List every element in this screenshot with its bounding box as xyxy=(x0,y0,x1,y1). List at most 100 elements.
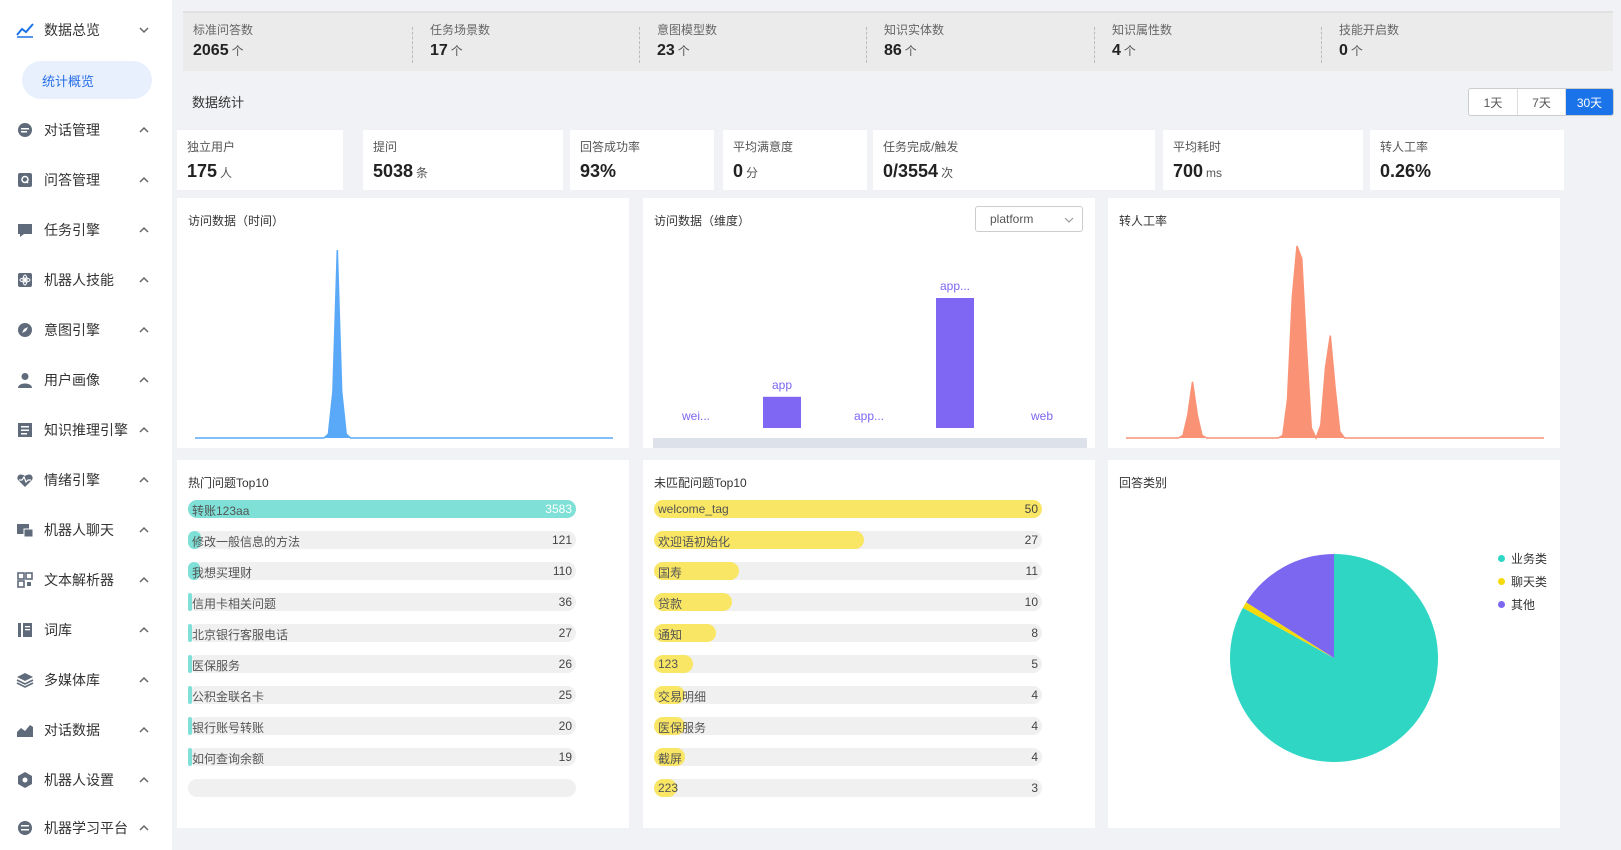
unmatched-row[interactable]: 223 3 xyxy=(654,779,1042,797)
hot-row[interactable] xyxy=(188,779,576,797)
unmatched-row[interactable]: 截屏 4 xyxy=(654,748,1042,766)
sidebar-item-10[interactable]: 文本解析器 xyxy=(0,555,172,605)
bar-fill xyxy=(654,779,678,797)
visits-time-chart xyxy=(195,249,613,439)
chevron-up-icon[interactable] xyxy=(138,724,150,736)
chart-line-icon xyxy=(16,21,34,39)
unmatched-row[interactable]: 123 5 xyxy=(654,655,1042,673)
bar-count: 25 xyxy=(558,688,572,702)
range-tab-0[interactable]: 1天 xyxy=(1483,95,1503,110)
chevron-up-icon[interactable] xyxy=(138,424,150,436)
chat-bubble-icon xyxy=(16,121,34,139)
legend-item[interactable]: 业务类 xyxy=(1498,550,1547,567)
sidebar-item-12[interactable]: 多媒体库 xyxy=(0,655,172,705)
bar-count: 5 xyxy=(1031,657,1038,671)
dim-slider-track[interactable] xyxy=(653,438,1087,448)
sidebar-item-5[interactable]: 意图引擎 xyxy=(0,305,172,355)
hot-row[interactable]: 信用卡相关问题 36 xyxy=(188,593,576,611)
chevron-down-icon[interactable] xyxy=(138,24,150,36)
chevron-up-icon[interactable] xyxy=(138,174,150,186)
sidebar-item-4[interactable]: 机器人技能 xyxy=(0,255,172,305)
hot-row[interactable]: 转账123aa 3583 xyxy=(188,500,576,518)
sidebar-item-6[interactable]: 用户画像 xyxy=(0,355,172,405)
stat-value: 5038 xyxy=(373,161,414,181)
kpi-divider xyxy=(1321,27,1322,63)
bar-label: 国寿 xyxy=(658,566,683,580)
sidebar-item-3[interactable]: 任务引擎 xyxy=(0,205,172,255)
stat-unit: ms xyxy=(1206,166,1223,180)
kpi-value: 4 xyxy=(1112,42,1121,59)
chevron-up-icon[interactable] xyxy=(138,274,150,286)
bar-track xyxy=(188,593,576,611)
chevron-up-icon[interactable] xyxy=(138,474,150,486)
pie-legend: 业务类 聊天类 其他 xyxy=(1498,550,1547,619)
kpi-label: 意图模型数 xyxy=(657,23,718,37)
unmatched-row[interactable]: 医保服务 4 xyxy=(654,717,1042,735)
layers-icon xyxy=(16,671,34,689)
hot-row[interactable]: 医保服务 26 xyxy=(188,655,576,673)
unmatched-row[interactable]: 欢迎语初始化 27 xyxy=(654,531,1042,549)
bar-fill xyxy=(188,686,192,704)
chevron-up-icon[interactable] xyxy=(138,374,150,386)
range-tab-1[interactable]: 7天 xyxy=(1517,89,1565,115)
chevron-up-icon[interactable] xyxy=(138,624,150,636)
legend-item[interactable]: 其他 xyxy=(1498,596,1547,613)
bar-count: 11 xyxy=(1025,564,1038,578)
chevron-up-icon[interactable] xyxy=(138,124,150,136)
bar-label: 贷款 xyxy=(658,597,683,611)
chevron-up-icon[interactable] xyxy=(138,524,150,536)
unmatched-row[interactable]: 国寿 11 xyxy=(654,562,1042,580)
hot-row[interactable]: 我想买理财 110 xyxy=(188,562,576,580)
sidebar-item-label: 对话管理 xyxy=(44,122,100,138)
unmatched-row[interactable]: welcome_tag 50 xyxy=(654,500,1042,518)
sidebar-item-7[interactable]: 知识推理引擎 xyxy=(0,405,172,455)
sidebar-item-1[interactable]: 对话管理 xyxy=(0,105,172,155)
sidebar-item-11[interactable]: 词库 xyxy=(0,605,172,655)
hot-row[interactable]: 公积金联名卡 25 xyxy=(188,686,576,704)
heart-pulse-icon xyxy=(16,471,34,489)
chevron-down-icon xyxy=(1064,217,1074,223)
sidebar-item-14[interactable]: 机器人设置 xyxy=(0,755,172,805)
sidebar-item-9[interactable]: 机器人聊天 xyxy=(0,505,172,555)
bar-fill xyxy=(188,562,200,580)
panel-title: 访问数据（时间） xyxy=(188,214,285,228)
sidebar-item-2[interactable]: 问答管理 xyxy=(0,155,172,205)
platform-dropdown[interactable]: platform xyxy=(975,206,1083,232)
sidebar-subitem-overview[interactable]: 统计概览 xyxy=(0,55,172,105)
sidebar-item-8[interactable]: 情绪引擎 xyxy=(0,455,172,505)
sidebar-item-0[interactable]: 数据总览 xyxy=(0,5,172,55)
sidebar-item-15[interactable]: 机器学习平台 xyxy=(0,805,172,850)
bar-count: 19 xyxy=(558,750,572,764)
chevron-up-icon[interactable] xyxy=(138,324,150,336)
kpi-divider xyxy=(412,27,413,63)
bar-label: 修改一般信息的方法 xyxy=(192,535,301,549)
hot-row[interactable]: 北京银行客服电话 27 xyxy=(188,624,576,642)
stat-value: 700 xyxy=(1173,161,1204,181)
stat-label: 转人工率 xyxy=(1380,140,1429,154)
stat-card-6: 转人工率 0.26% xyxy=(1370,130,1564,190)
bar-label: 医保服务 xyxy=(658,721,707,735)
hot-row[interactable]: 银行账号转账 20 xyxy=(188,717,576,735)
unmatched-row[interactable]: 交易明细 4 xyxy=(654,686,1042,704)
chevron-up-icon[interactable] xyxy=(138,574,150,586)
range-tabs: 1天 7天 30天 xyxy=(1468,88,1614,116)
stat-unit: 人 xyxy=(220,166,233,180)
bar-count: 8 xyxy=(1031,626,1038,640)
hot-row[interactable]: 如何查询余额 19 xyxy=(188,748,576,766)
chevron-up-icon[interactable] xyxy=(138,224,150,236)
sidebar-item-label: 多媒体库 xyxy=(44,672,100,688)
unmatched-row[interactable]: 通知 8 xyxy=(654,624,1042,642)
legend-item[interactable]: 聊天类 xyxy=(1498,573,1547,590)
chevron-up-icon[interactable] xyxy=(138,822,150,834)
chevron-up-icon[interactable] xyxy=(138,674,150,686)
sidebar-item-13[interactable]: 对话数据 xyxy=(0,705,172,755)
chevron-up-icon[interactable] xyxy=(138,774,150,786)
sidebar-item-label: 任务引擎 xyxy=(44,222,100,238)
bar-label: 交易明细 xyxy=(658,690,707,704)
sidebar-item-label: 机器人聊天 xyxy=(44,522,114,538)
unmatched-row[interactable]: 贷款 10 xyxy=(654,593,1042,611)
stat-unit: 条 xyxy=(416,166,429,180)
hot-row[interactable]: 修改一般信息的方法 121 xyxy=(188,531,576,549)
range-tab-2[interactable]: 30天 xyxy=(1565,89,1613,115)
answer-type-panel: 回答类别 业务类 聊天类 其他 xyxy=(1108,460,1560,828)
